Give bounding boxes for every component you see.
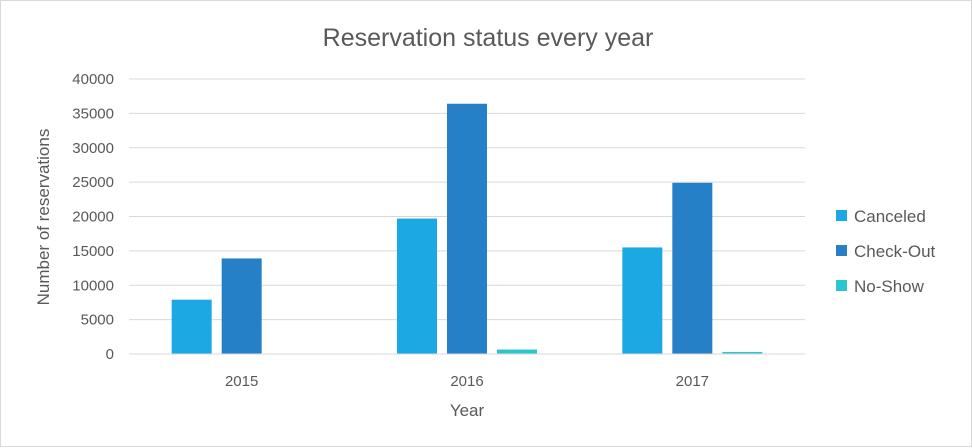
legend-label: No-Show: [854, 277, 925, 296]
y-tick-label: 0: [106, 346, 114, 363]
legend-label: Canceled: [854, 207, 926, 226]
y-tick-label: 30000: [72, 140, 114, 157]
legend-label: Check-Out: [854, 242, 936, 261]
bar-check-out-2015: [221, 258, 262, 354]
x-tick-label: 2016: [450, 373, 483, 390]
chart-title: Reservation status every year: [323, 24, 654, 52]
y-axis-title: Number of reservations: [34, 129, 53, 306]
y-axis-ticks: 0 5000 10000 15000 20000 25000 30000 35000 40000: [72, 71, 114, 363]
bar-check-out-2017: [672, 182, 713, 354]
bar-no-show-2016: [497, 349, 537, 354]
x-axis-ticks: 2015 2016 2017: [225, 373, 709, 390]
y-tick-label: 10000: [72, 277, 114, 294]
bars: [171, 103, 763, 354]
legend-swatch-canceled: [836, 210, 847, 221]
bar-canceled-2016: [397, 218, 437, 354]
y-tick-label: 25000: [72, 174, 114, 191]
bar-canceled-2015: [171, 299, 212, 354]
bar-check-out-2016: [447, 103, 487, 354]
bar-no-show-2017: [722, 351, 763, 354]
x-tick-label: 2015: [225, 373, 258, 390]
y-tick-label: 40000: [72, 71, 114, 88]
y-tick-label: 35000: [72, 105, 114, 122]
x-axis-title: Year: [450, 401, 485, 420]
bar-canceled-2017: [622, 247, 663, 354]
x-tick-label: 2017: [676, 373, 709, 390]
y-tick-label: 5000: [81, 312, 114, 329]
legend-swatch-check-out: [836, 245, 847, 256]
y-tick-label: 20000: [72, 209, 114, 226]
legend-swatch-no-show: [836, 280, 847, 291]
legend: Canceled Check-Out No-Show: [836, 207, 936, 296]
y-tick-label: 15000: [72, 243, 114, 260]
